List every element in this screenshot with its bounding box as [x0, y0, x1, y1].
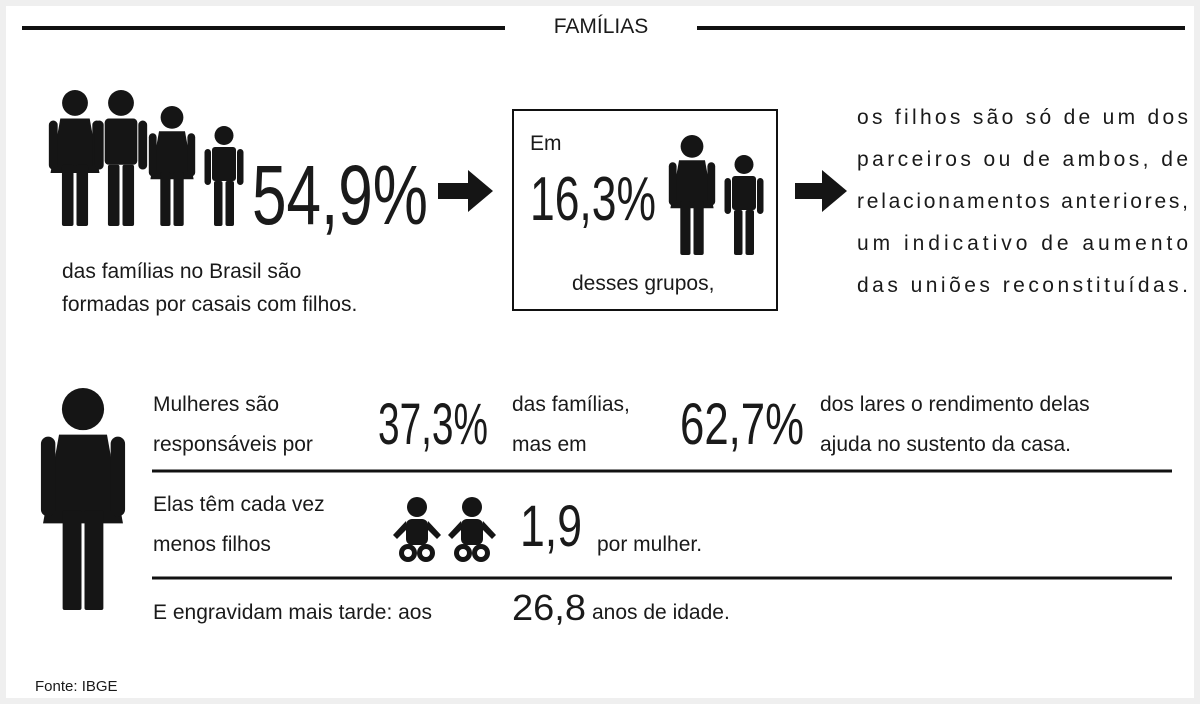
conclusion-line: das uniões reconstituídas. [857, 274, 1188, 297]
icon-head [62, 90, 88, 116]
icon-arm [204, 149, 211, 185]
icon-arm [707, 162, 716, 206]
icon-leg [680, 201, 691, 255]
icon-arm [237, 149, 244, 185]
arrow [795, 170, 847, 212]
icon-arm [110, 436, 126, 517]
icon-body [43, 434, 123, 524]
icon-leg [61, 164, 74, 226]
icon-head [407, 497, 427, 517]
box [512, 109, 778, 311]
caption: formadas por casais com filhos. [62, 293, 357, 316]
text: por mulher. [597, 533, 702, 556]
text: dos lares o rendimento delas [820, 393, 1090, 416]
icon-body [212, 147, 236, 181]
icon-arm [724, 178, 731, 214]
icon-body [150, 131, 194, 180]
icon-arm [427, 521, 441, 539]
icon-arm [94, 120, 104, 170]
figure: 37,3% [378, 392, 488, 457]
text: anos de idade. [592, 601, 730, 624]
icon-gap [422, 549, 430, 557]
icon-head [214, 126, 234, 145]
icons [40, 90, 764, 610]
icon-head [61, 388, 105, 431]
icon-arm [393, 521, 407, 539]
title: FAMÍLIAS [554, 15, 649, 38]
figure: 16,3% [530, 165, 656, 234]
icon-head [734, 155, 754, 174]
text: Mulheres são [153, 393, 279, 416]
text: ajuda no sustento da casa. [820, 433, 1071, 456]
icon-body [461, 519, 483, 545]
icon-arm [448, 521, 462, 539]
icon-leg [76, 164, 89, 226]
icon-gap [404, 549, 412, 557]
arrow [438, 170, 493, 212]
icon-body [104, 118, 138, 165]
icon-arm [187, 133, 196, 177]
text: das famílias, [512, 393, 630, 416]
icon-head [462, 497, 482, 517]
icon-arm [148, 133, 157, 177]
icon-arm [48, 120, 58, 170]
icon-head [108, 90, 134, 116]
icon-arm [40, 436, 56, 517]
conclusion-line: um indicativo de aumento [857, 232, 1188, 255]
text: menos filhos [153, 533, 271, 556]
icon-leg [173, 172, 184, 226]
icon-leg [214, 181, 223, 226]
panel [6, 6, 1194, 698]
icon-body [50, 118, 100, 173]
icon-leg [84, 510, 104, 610]
icon-leg [122, 164, 135, 226]
icon-body [406, 519, 428, 545]
text: responsáveis por [153, 433, 313, 456]
icon-leg [745, 210, 754, 255]
icon-body [670, 160, 714, 209]
conclusion-line: parceiros ou de ambos, de [857, 148, 1188, 171]
box-lead: Em [530, 132, 562, 155]
figure: 1,9 [520, 494, 582, 559]
icon-head [160, 106, 184, 129]
box-caption: desses grupos, [572, 272, 714, 295]
text: Elas têm cada vez [153, 493, 325, 516]
icon-gap [459, 549, 467, 557]
figure: 26,8 [512, 587, 586, 628]
icon-arm [668, 162, 677, 206]
icon-arm [757, 178, 764, 214]
icon-leg [160, 172, 171, 226]
icon-arm [482, 521, 496, 539]
icon-leg [693, 201, 704, 255]
icon-leg [62, 510, 82, 610]
caption: das famílias no Brasil são [62, 260, 301, 283]
icon-gap [477, 549, 485, 557]
icon-body [732, 176, 756, 210]
text: mas em [512, 433, 587, 456]
icon-leg [734, 210, 743, 255]
icon-leg [225, 181, 234, 226]
icon-head [680, 135, 704, 158]
icon-leg [107, 164, 120, 226]
icon-arm [138, 120, 148, 170]
figure: 54,9% [252, 148, 428, 242]
figure: 62,7% [680, 392, 804, 457]
source: Fonte: IBGE [35, 678, 118, 695]
text: E engravidam mais tarde: aos [153, 601, 432, 624]
